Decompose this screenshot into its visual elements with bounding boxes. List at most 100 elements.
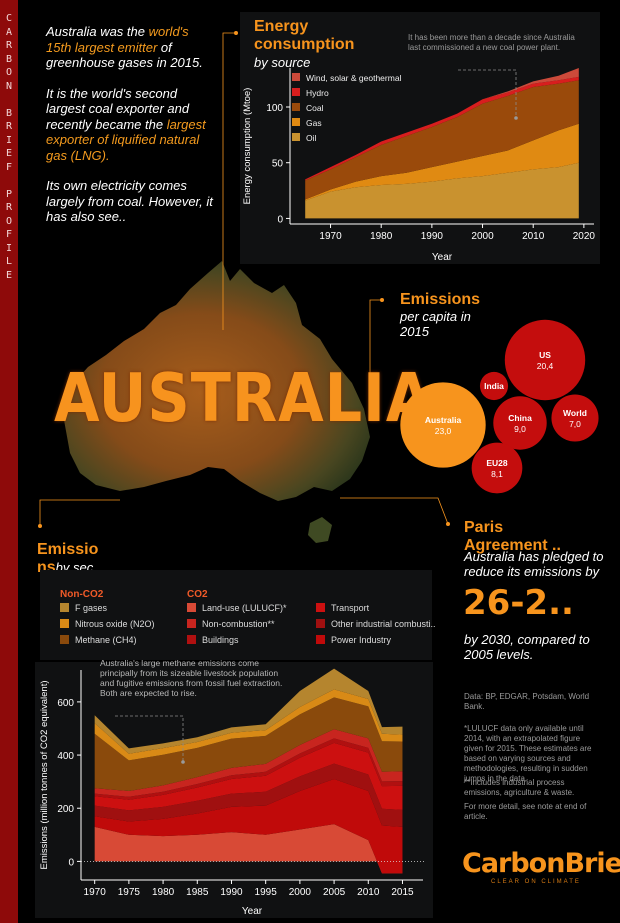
x-tick-label: 2015 <box>391 887 414 898</box>
area-coal <box>305 80 579 200</box>
x-tick-label: 2020 <box>573 231 596 242</box>
sidebar-letter: C <box>5 13 13 24</box>
sidebar-letter: R <box>5 121 13 132</box>
bubble-value: 9,0 <box>514 424 526 434</box>
sidebar-letter: L <box>5 256 13 267</box>
bubble-australia <box>400 382 486 468</box>
legend-swatch-oil <box>292 133 300 141</box>
legend-head-co2: CO2 <box>187 589 208 600</box>
area-transport <box>94 742 403 811</box>
area-other <box>94 763 403 827</box>
bubble-value: 23,0 <box>435 426 452 436</box>
energy-chart: 1970 1980 1990 2000 2010 2020 0 50 100 Year Energy… <box>242 68 596 263</box>
x-tick-label: 1980 <box>370 231 393 242</box>
sidebar-letter: A <box>5 26 13 38</box>
y-tick-label: 100 <box>266 103 283 114</box>
sector-note: Australia's large methane emissions come… <box>100 658 283 698</box>
legend-swatch-hydro <box>292 88 300 96</box>
x-tick-label: 2005 <box>323 887 346 898</box>
energy-subtitle: by source <box>254 55 311 70</box>
x-tick-label: 1970 <box>319 231 342 242</box>
paris-target: 26-2.. <box>463 583 574 623</box>
bubble-value: 8,1 <box>491 469 503 479</box>
y-tick-label: 400 <box>57 751 74 762</box>
bubble-eu28 <box>471 442 523 494</box>
sidebar-letter: O <box>5 67 13 78</box>
bubble-name: India <box>484 381 504 391</box>
legend-nitrous: Nitrous oxide (N2O) <box>60 619 155 629</box>
energy-note-leader <box>458 69 517 118</box>
note-industrial: **Includes industrial process emissions,… <box>464 778 575 797</box>
sidebar-letter: I <box>5 134 13 146</box>
bubble-name: China <box>508 413 532 423</box>
area-f_gases <box>94 668 403 754</box>
x-tick-label: 2000 <box>289 887 312 898</box>
emissions-pc-subtitle: per capita in 2015 <box>400 309 471 339</box>
bubble-us <box>504 319 586 401</box>
legend-label-gas: Gas <box>306 118 322 128</box>
sidebar-letter: E <box>5 269 13 281</box>
energy-note-dot <box>514 116 518 120</box>
area-gas <box>305 123 579 201</box>
intro-paragraph-3: Its own electricity comes largely from c… <box>46 178 213 224</box>
sector-note-leader <box>115 715 184 762</box>
area-nitrous <box>94 689 403 761</box>
bubble-india <box>479 371 509 401</box>
legend-f-gases: F gases <box>60 603 107 613</box>
x-axis-label: Year <box>242 906 263 917</box>
legend-transport: Transport <box>316 603 369 613</box>
x-tick-label: 1985 <box>186 887 209 898</box>
paris-pledge: Australia has pledged to reduce its emis… <box>464 549 604 579</box>
legend-label-coal: Coal <box>306 103 324 113</box>
bubble-name: EU28 <box>486 458 508 468</box>
sidebar-letter: O <box>5 215 13 227</box>
x-tick-label: 2010 <box>357 887 380 898</box>
x-tick-label: 1970 <box>84 887 107 898</box>
note-lulucf: *LULUCF data only available until 2014, … <box>464 724 592 783</box>
country-title: AUSTRALIA <box>54 360 433 438</box>
legend-label-hydro: Hydro <box>306 88 329 98</box>
area-renew <box>305 68 579 180</box>
x-tick-label: 2000 <box>471 231 494 242</box>
area-oil <box>305 162 579 219</box>
sidebar-letter: F <box>5 229 13 240</box>
x-axis-label: Year <box>432 252 453 263</box>
legend-label-renew: Wind, solar & geothermal <box>306 73 402 83</box>
emissions-pc-title: Emissions <box>400 291 481 308</box>
legend-head-non-co2: Non-CO2 <box>60 589 104 600</box>
y-axis-label: Emissions (million tonnes of CO2 equival… <box>39 680 50 869</box>
x-tick-label: 2010 <box>522 231 545 242</box>
legend-other: Other industrial combusti.. <box>316 619 436 629</box>
note-more: For more detail, see note at end of arti… <box>464 802 587 821</box>
bubble-china <box>493 396 547 450</box>
sidebar-letter: P <box>5 188 13 200</box>
legend-power: Power Industry <box>316 635 391 645</box>
sidebar-letter <box>0 174 18 188</box>
sidebar-letter: F <box>5 161 13 173</box>
sidebar-letter: I <box>5 242 13 254</box>
sidebar-letter: B <box>5 107 13 119</box>
y-tick-label: 0 <box>68 857 74 868</box>
x-tick-label: 1990 <box>421 231 444 242</box>
sidebar-letter: E <box>5 148 13 159</box>
legend-lulucf: Land-use (LULUCF)* <box>187 603 287 613</box>
intro-paragraph-1: Australia was the world's 15th largest e… <box>46 24 203 70</box>
bubble-value: 7,0 <box>569 419 581 429</box>
energy-title: Energy consumption <box>254 18 355 53</box>
sidebar-letter: R <box>5 202 13 213</box>
x-tick-label: 1980 <box>152 887 175 898</box>
sidebar-letter: N <box>5 80 13 92</box>
paris-title: Paris Agreement .. <box>464 519 561 554</box>
y-axis-label: Energy consumption (Mtoe) <box>242 88 253 205</box>
x-tick-label: 1975 <box>118 887 141 898</box>
y-tick-label: 200 <box>57 804 74 815</box>
y-tick-label: 600 <box>57 698 74 709</box>
legend-swatch-coal <box>292 103 300 111</box>
intro-text: Australia was the world's 15th largest e… <box>46 24 216 240</box>
australia-map <box>62 261 370 543</box>
intro-paragraph-2: It is the world's second largest coal ex… <box>46 85 206 163</box>
legend-buildings: Buildings <box>187 635 239 645</box>
